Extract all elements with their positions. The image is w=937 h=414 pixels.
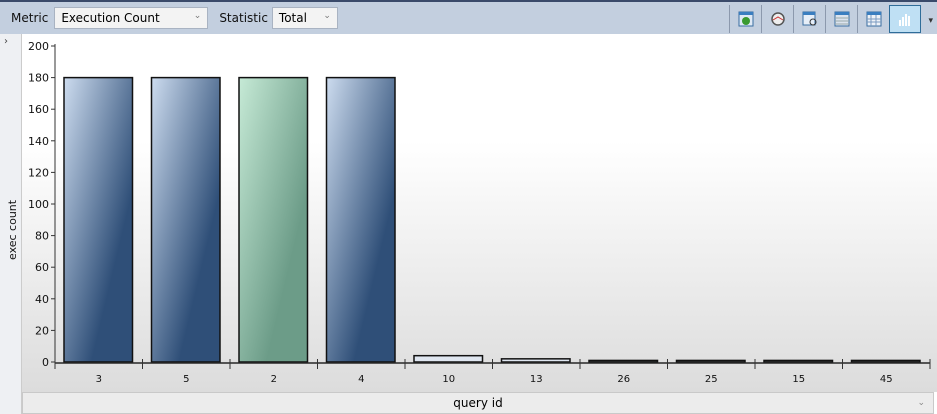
bar-10 bbox=[413, 354, 484, 363]
x-tick-label: 15 bbox=[792, 374, 805, 385]
left-rail: › bbox=[0, 34, 22, 414]
chart-area: 0 20 40 60 80 100 120 140 160 180 200 3 5 2 4 10 13 26 25 1… bbox=[22, 34, 937, 392]
toolbar: Metric Execution Count ⌄ Statistic Total ⌄… bbox=[0, 0, 937, 34]
y-tick-label: 100 bbox=[28, 198, 49, 211]
x-tick-label: 13 bbox=[530, 374, 543, 385]
x-tick-label: 25 bbox=[705, 374, 718, 385]
chart-view-icon bbox=[899, 14, 910, 26]
x-tick-label: 4 bbox=[358, 374, 364, 385]
refresh-button[interactable] bbox=[729, 5, 761, 33]
y-tick-label: 120 bbox=[28, 166, 49, 179]
x-tick-label: 10 bbox=[442, 374, 455, 385]
x-tick-label: 45 bbox=[880, 374, 893, 385]
toolbar-overflow-icon[interactable]: ▾ bbox=[928, 16, 933, 26]
view-details-icon bbox=[802, 11, 816, 26]
bar-45 bbox=[850, 359, 921, 363]
y-tick-label: 180 bbox=[28, 72, 49, 85]
y-tick-label: 200 bbox=[28, 40, 49, 53]
bar-chart: 0 20 40 60 80 100 120 140 160 180 200 3 5 2 4 10 13 26 25 1… bbox=[28, 40, 931, 385]
y-tick-label: 160 bbox=[28, 103, 49, 116]
y-tick-label: 40 bbox=[35, 293, 49, 306]
y-tick-label: 140 bbox=[28, 135, 49, 148]
bar-25 bbox=[675, 359, 746, 363]
gauge-icon bbox=[770, 12, 785, 26]
x-axis-dropdown[interactable]: query id ⌄ bbox=[22, 392, 934, 414]
chevron-down-icon: ⌄ bbox=[193, 11, 202, 21]
grid-view-button[interactable] bbox=[825, 5, 857, 33]
y-tick-label: 60 bbox=[35, 261, 49, 274]
x-tick-label: 5 bbox=[183, 374, 189, 385]
x-tick-label: 3 bbox=[96, 374, 102, 385]
x-tick-label: 2 bbox=[271, 374, 277, 385]
statistic-dropdown[interactable]: Total ⌄ bbox=[271, 7, 338, 29]
bar-13 bbox=[500, 358, 571, 363]
refresh-icon bbox=[738, 11, 753, 27]
y-tick-label: 20 bbox=[35, 324, 49, 337]
statistic-value: Total bbox=[278, 11, 307, 25]
x-tick-label: 26 bbox=[617, 374, 630, 385]
statistic-label: Statistic bbox=[219, 11, 268, 25]
table-view-button[interactable] bbox=[857, 5, 889, 33]
bar-2 bbox=[238, 76, 309, 363]
chart-view-button[interactable] bbox=[889, 5, 921, 33]
gauge-button[interactable] bbox=[761, 5, 793, 33]
bar-4 bbox=[325, 76, 396, 363]
chevron-down-icon: ⌄ bbox=[917, 398, 925, 408]
y-tick-label: 80 bbox=[35, 230, 49, 243]
bar-5 bbox=[150, 76, 221, 363]
metric-value: Execution Count bbox=[61, 11, 160, 25]
bar-26 bbox=[588, 359, 659, 363]
grid-view-icon bbox=[834, 11, 849, 27]
y-axis-title: exec count bbox=[6, 199, 19, 260]
bar-15 bbox=[763, 359, 834, 363]
view-details-button[interactable] bbox=[793, 5, 825, 33]
chevron-down-icon: ⌄ bbox=[323, 11, 331, 21]
metric-dropdown[interactable]: Execution Count ⌄ bbox=[54, 7, 209, 29]
metric-label: Metric bbox=[11, 11, 49, 25]
bar-3 bbox=[63, 76, 134, 363]
expand-chevron-icon[interactable]: › bbox=[4, 36, 8, 47]
x-axis-title: query id bbox=[453, 396, 503, 410]
y-tick-label: 0 bbox=[42, 356, 49, 369]
table-view-icon bbox=[866, 11, 881, 27]
